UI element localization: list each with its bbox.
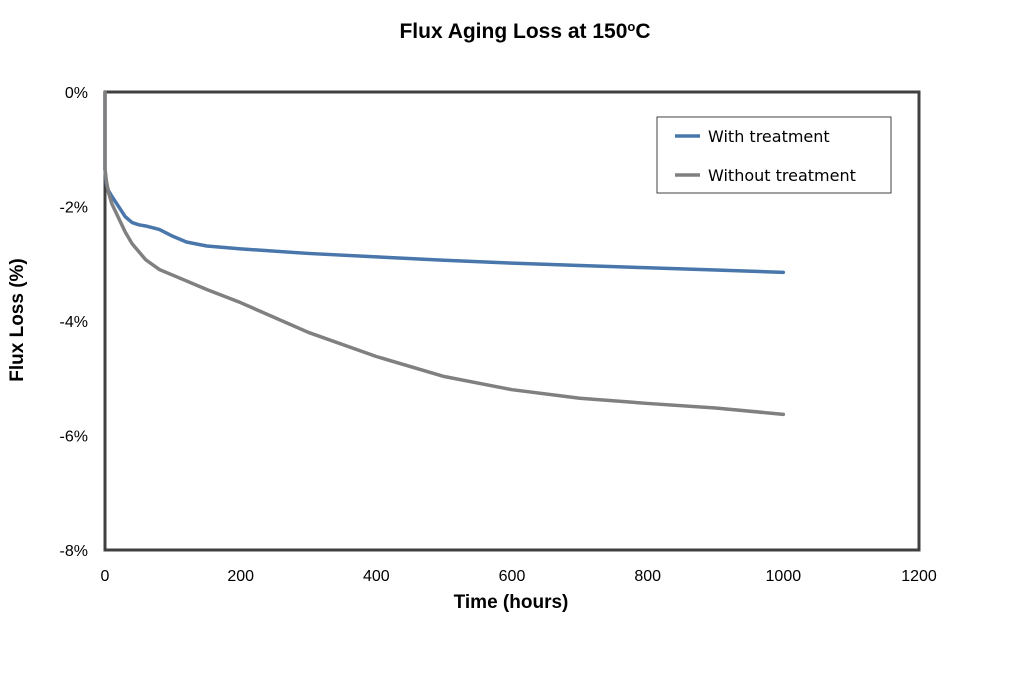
x-tick-label: 0 <box>101 568 110 585</box>
legend: With treatment Without treatment <box>656 116 892 194</box>
x-tick-label: 400 <box>363 568 390 585</box>
y-axis-tick-labels: 0% -2% -4% -6% -8% <box>60 85 88 560</box>
chart-title-suffix: C <box>635 20 650 43</box>
chart-title-main: Flux Aging Loss at 150 <box>399 20 627 43</box>
y-axis-label: Flux Loss (%) <box>7 258 28 382</box>
x-axis-label: Time (hours) <box>454 592 569 613</box>
x-tick-label: 600 <box>499 568 526 585</box>
x-tick-label: 1000 <box>766 568 802 585</box>
y-tick-label: -6% <box>60 429 88 446</box>
series-lines <box>103 90 786 417</box>
y-tick-label: 0% <box>65 85 88 102</box>
x-tick-label: 200 <box>227 568 254 585</box>
legend-box <box>656 116 892 194</box>
series-line-without-treatment <box>103 90 786 417</box>
chart-title: Flux Aging Loss at 150oC <box>399 19 650 43</box>
x-axis-tick-labels: 0 200 400 600 800 1000 1200 <box>101 568 937 585</box>
x-tick-label: 800 <box>634 568 661 585</box>
legend-label-with-treatment: With treatment <box>708 127 830 146</box>
y-tick-label: -2% <box>60 200 88 217</box>
y-tick-label: -8% <box>60 543 88 560</box>
plot-area-frame <box>103 90 921 552</box>
legend-label-without-treatment: Without treatment <box>708 166 856 185</box>
chart-title-superscript: o <box>627 19 635 34</box>
x-tick-label: 1200 <box>901 568 937 585</box>
y-tick-label: -4% <box>60 314 88 331</box>
